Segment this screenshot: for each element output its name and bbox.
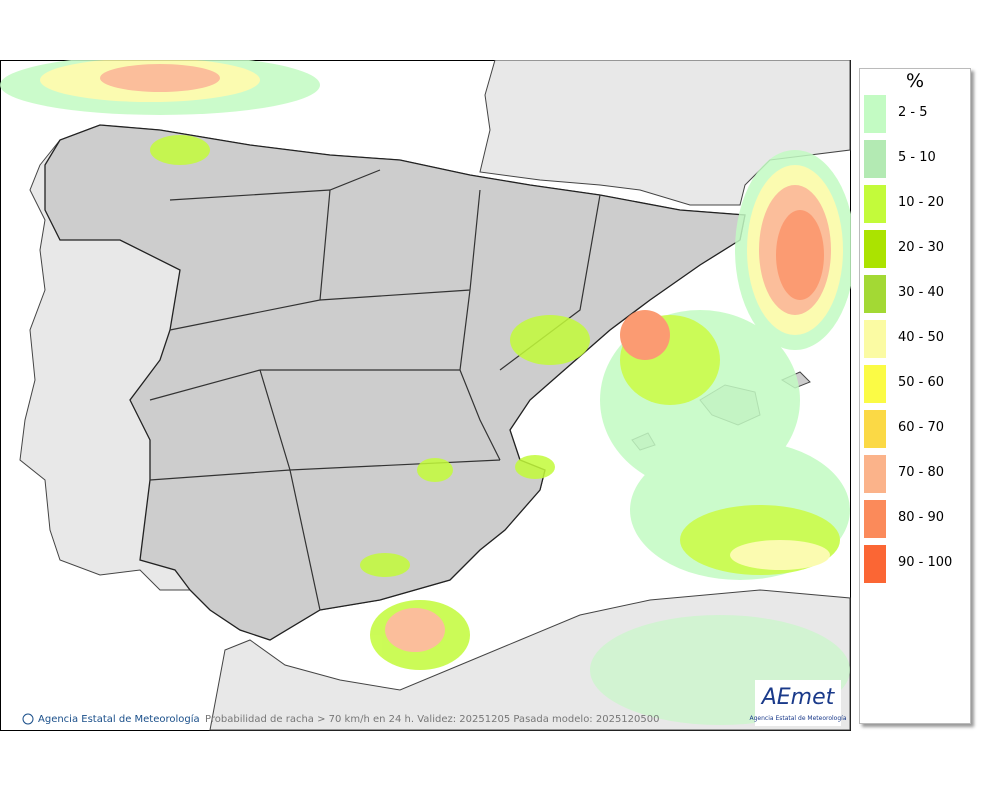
- legend-title: %: [905, 70, 925, 92]
- legend-label: 40 - 50: [898, 330, 945, 345]
- land-france: [479, 60, 851, 206]
- probability-areas: [0, 60, 851, 725]
- legend-label: 70 - 80: [898, 465, 945, 480]
- legend: % 2 - 5 5 - 10 10 - 20 20 - 30 30 - 40 40 - 5…: [859, 68, 971, 724]
- copyright-icon: [22, 713, 34, 725]
- land-spain: [44, 124, 746, 641]
- region-borders: [149, 169, 601, 611]
- caption: Probabilidad de racha > 70 km/h en 24 h.…: [205, 714, 659, 725]
- logo-box: [755, 680, 841, 726]
- legend-item: 10 - 20: [864, 185, 968, 223]
- legend-item: 90 - 100: [864, 545, 968, 583]
- map: Agencia Estatal de Meteorología Probabil…: [0, 60, 851, 731]
- legend-label: 10 - 20: [898, 195, 945, 210]
- legend-label: 5 - 10: [898, 150, 936, 165]
- legend-swatch: [864, 95, 886, 133]
- legend-label: 60 - 70: [898, 420, 945, 435]
- legend-item: 40 - 50: [864, 320, 968, 358]
- logo-name: AEmet: [760, 685, 836, 710]
- legend-label: 2 - 5: [898, 105, 928, 120]
- legend-item: 80 - 90: [864, 500, 968, 538]
- legend-swatch: [864, 365, 886, 403]
- legend-label: 30 - 40: [898, 285, 945, 300]
- legend-swatch: [864, 275, 886, 313]
- legend-swatch: [864, 320, 886, 358]
- legend-label: 90 - 100: [898, 555, 953, 570]
- legend-swatch: [864, 140, 886, 178]
- legend-item: 20 - 30: [864, 230, 968, 268]
- legend-swatch: [864, 455, 886, 493]
- legend-label: 80 - 90: [898, 510, 945, 525]
- logo-subtitle: Agencia Estatal de Meteorología: [750, 715, 847, 722]
- agency-name: Agencia Estatal de Meteorología: [38, 713, 200, 725]
- legend-item: 5 - 10: [864, 140, 968, 178]
- legend-swatch: [864, 185, 886, 223]
- legend-item: 50 - 60: [864, 365, 968, 403]
- legend-swatch: [864, 230, 886, 268]
- legend-swatch: [864, 545, 886, 583]
- legend-label: 20 - 30: [898, 240, 945, 255]
- legend-swatch: [864, 410, 886, 448]
- legend-item: 60 - 70: [864, 410, 968, 448]
- legend-item: 2 - 5: [864, 95, 968, 133]
- legend-swatch: [864, 500, 886, 538]
- legend-label: 50 - 60: [898, 375, 945, 390]
- legend-item: 30 - 40: [864, 275, 968, 313]
- legend-item: 70 - 80: [864, 455, 968, 493]
